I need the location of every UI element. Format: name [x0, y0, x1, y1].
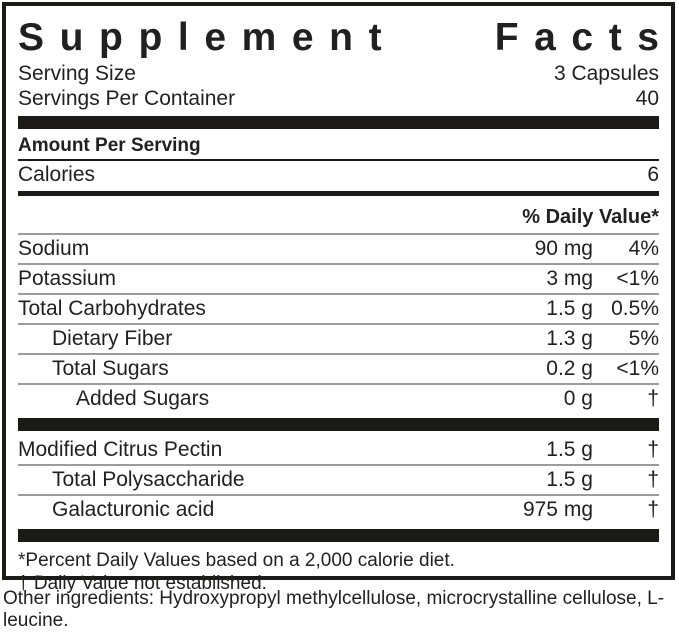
nutrient-amount: 0.2 g: [546, 357, 593, 380]
nutrient-amount: 90 mg: [534, 237, 593, 260]
nutrient-amount: 3 mg: [546, 267, 593, 290]
ingredient-amount: 1.5 g: [546, 468, 593, 491]
panel-title-word-supplement: Supplement: [18, 16, 398, 59]
table-row: Galacturonic acid 975 mg †: [18, 494, 659, 524]
servings-per-container-label: Servings Per Container: [18, 87, 236, 110]
calories-label: Calories: [18, 163, 96, 186]
table-row: Added Sugars 0 g †: [18, 383, 659, 413]
nutrient-name: Added Sugars: [76, 387, 210, 410]
nutrient-name: Dietary Fiber: [52, 327, 173, 350]
ingredient-amount: 1.5 g: [546, 438, 593, 461]
section-divider-bar-middle: [18, 418, 659, 431]
nutrient-amount: 1.5 g: [546, 297, 593, 320]
section-divider-bar-top: [18, 116, 659, 129]
ingredient-amount: 975 mg: [522, 498, 593, 521]
ingredient-daily-value: †: [647, 498, 659, 521]
footnote-daily-value-not-established: † Daily Value not established.: [18, 573, 267, 594]
nutrient-name: Total Sugars: [52, 357, 169, 380]
nutrient-daily-value: †: [647, 387, 659, 410]
nutrient-daily-value: 0.5%: [611, 297, 659, 320]
supplement-facts-panel: Supplement Facts Serving Size 3 Capsules…: [2, 2, 675, 594]
ingredient-name: Total Polysaccharide: [52, 468, 245, 491]
table-row: Total Polysaccharide 1.5 g †: [18, 464, 659, 494]
nutrient-daily-value: <1%: [616, 357, 659, 380]
panel-title-word-facts: Facts: [494, 16, 675, 59]
serving-size-row: Serving Size 3 Capsules: [18, 61, 659, 86]
nutrient-daily-value: 5%: [628, 327, 659, 350]
nutrient-name: Sodium: [18, 237, 90, 260]
servings-per-container-value: 40: [635, 87, 659, 110]
footnote-percent-daily-value: *Percent Daily Values based on a 2,000 c…: [18, 550, 455, 571]
other-ingredients-text: Other ingredients: Hydroxypropyl methylc…: [3, 588, 665, 631]
nutrient-name: Total Carbohydrates: [18, 297, 206, 320]
daily-value-header: % Daily Value*: [522, 206, 659, 228]
table-row: Total Sugars 0.2 g <1%: [18, 353, 659, 383]
calories-value: 6: [647, 163, 659, 186]
ingredient-name: Modified Citrus Pectin: [18, 438, 223, 461]
panel-title: Supplement Facts: [18, 18, 659, 58]
nutrient-amount: 0 g: [563, 387, 593, 410]
section-divider-bar-bottom: [18, 529, 659, 542]
table-row: Potassium 3 mg <1%: [18, 263, 659, 293]
table-row: Sodium 90 mg 4%: [18, 233, 659, 263]
nutrient-amount: 1.3 g: [546, 327, 593, 350]
amount-per-serving-heading: Amount Per Serving: [18, 134, 659, 161]
table-row: Dietary Fiber 1.3 g 5%: [18, 323, 659, 353]
nutrient-name: Potassium: [18, 267, 117, 290]
ingredient-name: Galacturonic acid: [52, 498, 215, 521]
calories-divider-bar: [18, 191, 659, 196]
servings-per-container-row: Servings Per Container 40: [18, 86, 659, 111]
nutrient-daily-value: <1%: [616, 267, 659, 290]
ingredient-daily-value: †: [647, 468, 659, 491]
table-row: Modified Citrus Pectin 1.5 g †: [18, 436, 659, 464]
calories-row: Calories 6: [18, 161, 659, 188]
ingredient-daily-value: †: [647, 438, 659, 461]
table-row: Total Carbohydrates 1.5 g 0.5%: [18, 293, 659, 323]
nutrient-daily-value: 4%: [628, 237, 659, 260]
serving-size-value: 3 Capsules: [553, 62, 659, 85]
serving-size-label: Serving Size: [18, 62, 136, 85]
footnotes: *Percent Daily Values based on a 2,000 c…: [18, 549, 659, 595]
